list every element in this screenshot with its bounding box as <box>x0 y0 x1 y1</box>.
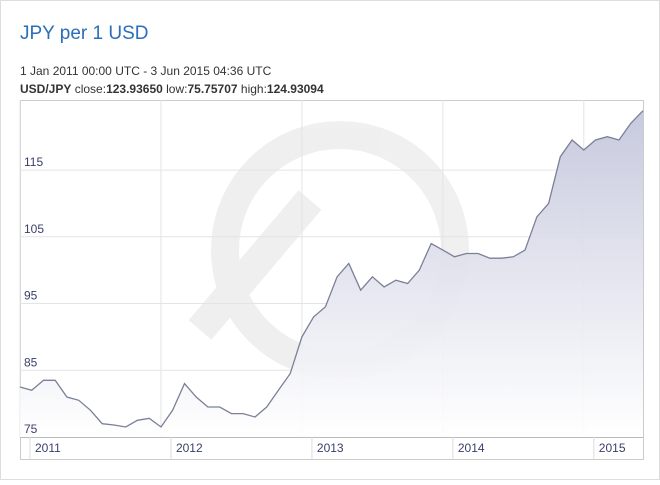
x-tick-label: 2012 <box>176 441 203 455</box>
x-tick-label: 2013 <box>317 441 344 455</box>
stats-line: USD/JPY close:123.93650 low:75.75707 hig… <box>20 82 324 96</box>
stat-label: low: <box>166 82 187 96</box>
area <box>20 110 643 437</box>
y-tick-label: 115 <box>24 155 43 169</box>
stat-value: 75.75707 <box>187 82 237 96</box>
x-tick-label: 2011 <box>35 441 61 455</box>
stat-value: 123.93650 <box>106 82 163 96</box>
y-tick-label: 75 <box>24 422 38 436</box>
stat-label: close: <box>75 82 106 96</box>
pair: USD/JPY <box>20 82 71 96</box>
y-tick-label: 95 <box>24 289 38 303</box>
y-tick-label: 85 <box>24 355 38 369</box>
stat-label: high: <box>241 82 267 96</box>
chart-title: JPY per 1 USD <box>20 23 148 44</box>
stat-value: 124.93094 <box>267 82 324 96</box>
x-tick-label: 2014 <box>458 441 485 455</box>
y-tick-label: 105 <box>24 222 44 236</box>
x-tick-label: 2015 <box>599 441 626 455</box>
line <box>19 110 644 428</box>
subtitle: 1 Jan 2011 00:00 UTC - 3 Jun 2015 04:36 … <box>20 64 272 78</box>
